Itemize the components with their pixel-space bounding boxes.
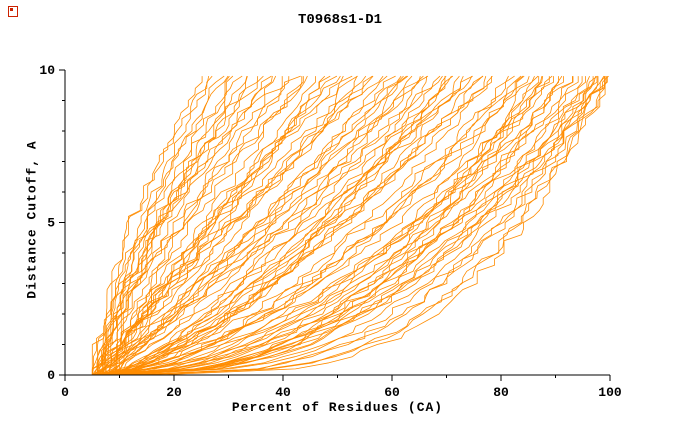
gdt-curve (93, 75, 272, 376)
gdt-curve (97, 76, 290, 375)
gdt-curve (97, 75, 413, 376)
axes-layer: 0 20 40 60 80 100 0 5 10 (39, 63, 622, 400)
curves-layer (91, 75, 609, 376)
gdt-curve (155, 76, 608, 376)
gdt-curve (92, 75, 454, 376)
gdt-curve (92, 75, 509, 376)
gdt-curve (92, 75, 598, 376)
gdt-curve (113, 76, 583, 376)
gdt-curve (103, 75, 473, 376)
x-tick-label: 40 (275, 385, 291, 400)
gdt-curve (92, 75, 429, 376)
gdt-curve (91, 75, 308, 375)
gdt-curve (108, 76, 564, 376)
gdt-curve (102, 75, 353, 376)
gdt-curve (106, 75, 441, 376)
gdt-curve (97, 76, 554, 376)
gdt-curve (91, 75, 373, 376)
gdt-curve (108, 76, 428, 376)
x-axis-label: Percent of Residues (CA) (231, 400, 444, 415)
gdt-curve (124, 76, 574, 376)
gdt-curve (96, 75, 424, 376)
gdt-curve (105, 75, 367, 375)
gdt-curve (113, 75, 493, 376)
gdt-curve (92, 75, 553, 376)
gdt-curve (113, 75, 473, 376)
gdt-curve (103, 75, 464, 376)
x-tick-label: 20 (166, 385, 182, 400)
gdt-curve (91, 75, 301, 375)
gdt-curve (119, 75, 484, 376)
gdt-curve (105, 75, 225, 375)
gdt-curve (103, 76, 596, 376)
gdt-curve (97, 75, 248, 375)
x-tick-label: 80 (493, 385, 509, 400)
gdt-curve (109, 75, 525, 376)
gdt-curve (103, 75, 606, 376)
gdt-curve (119, 76, 607, 376)
gdt-curve (95, 75, 409, 376)
gdt-curve (97, 75, 447, 376)
gdt-curve (135, 75, 605, 376)
gdt-curve (97, 76, 550, 376)
red-marker-icon (8, 6, 18, 17)
x-tick-label: 0 (61, 385, 69, 400)
gdt-curve (97, 76, 273, 376)
gdt-curve (115, 76, 304, 375)
gdt-curve (116, 75, 230, 375)
gdt-curve (130, 76, 598, 376)
x-tick-label: 100 (598, 385, 622, 400)
gdt-curve (98, 75, 402, 376)
gdt-curve (105, 75, 563, 376)
gdt-curve (92, 75, 358, 376)
y-tick-label: 10 (39, 63, 55, 78)
gdt-curve (108, 76, 259, 376)
gdt-curve (97, 75, 248, 375)
gdt-curve (122, 76, 605, 376)
gdt-curve (97, 75, 213, 376)
gdt-curve (110, 76, 492, 376)
y-axis-label: Distance Cutoff, A (24, 140, 40, 299)
y-tick-label: 5 (47, 216, 55, 231)
gdt-curve (102, 76, 316, 376)
gdt-curve (96, 75, 264, 376)
gdt-curve (97, 75, 535, 376)
gdt-curve (139, 76, 599, 376)
gdt-curve (141, 76, 606, 376)
chart-title: T0968s1-D1 (297, 12, 382, 28)
gdt-curve (108, 75, 396, 376)
gdt-curve (103, 76, 586, 376)
gdt-curve (108, 76, 446, 376)
gdt-curve (103, 76, 421, 376)
x-tick-label: 60 (384, 385, 400, 400)
y-tick-label: 0 (47, 368, 55, 383)
gdt-curve (103, 75, 539, 376)
gdt-curve (91, 75, 229, 376)
gdt-curve (99, 75, 522, 376)
gdt-curve (113, 76, 283, 376)
gdt-curve (97, 76, 544, 376)
gdt-curve (116, 75, 344, 376)
